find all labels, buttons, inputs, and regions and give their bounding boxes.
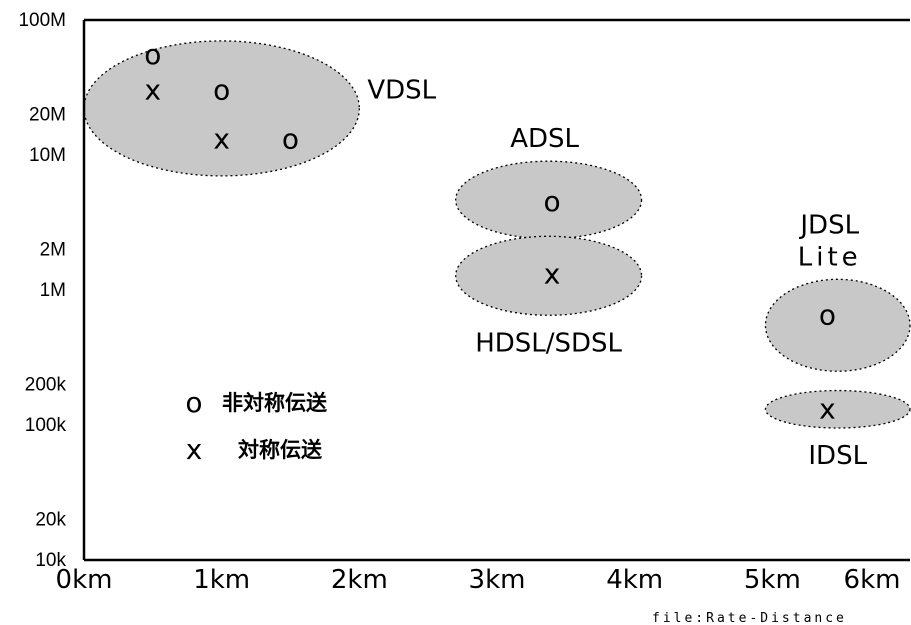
marker-o-3: o [543, 185, 560, 218]
footer-file-label: file:Rate-Distance [652, 611, 847, 625]
legend-label-0: 非対称伝送 [222, 391, 328, 415]
axes [82, 18, 910, 562]
region-label-idsl: IDSL [808, 441, 867, 471]
marker-x-0: x [145, 74, 162, 107]
y-tick-100m: 100M [18, 10, 66, 31]
region-label-jdsl: JDSL [798, 210, 859, 240]
y-tick-20m: 20M [29, 104, 66, 125]
marker-o-0: o [144, 38, 161, 71]
marker-x-1: x [213, 123, 230, 156]
legend-symbol-o: o [185, 386, 202, 419]
legend: o 非対称伝送 x 対称伝送 [185, 386, 328, 466]
x-tick-5km: 5km [744, 565, 801, 595]
marker-o-4: o [819, 298, 836, 331]
marker-x-2: x [544, 258, 561, 291]
y-tick-1m: 1M [40, 280, 66, 301]
legend-label-1: 対称伝送 [238, 438, 323, 462]
y-tick-10m: 10M [29, 145, 66, 166]
region-adsl [455, 160, 643, 240]
x-tick-1km: 1km [193, 565, 250, 595]
region-ellipses [83, 40, 911, 429]
x-tick-4km: 4km [606, 565, 663, 595]
region-label-adsl: ADSL [510, 124, 579, 154]
x-tick-labels: 0km 1km 2km 3km 4km 5km 6km [56, 565, 901, 595]
region-idsl [764, 389, 911, 429]
region-label-hdsl-sdsl: HDSL/SDSL [475, 328, 622, 358]
y-tick-2m: 2M [40, 239, 66, 260]
x-tick-6km: 6km [844, 565, 901, 595]
marker-x-3: x [819, 393, 836, 426]
region-label-vdsl: VDSL [367, 75, 436, 105]
x-tick-0km: 0km [56, 565, 113, 595]
y-tick-10k: 10k [35, 550, 66, 571]
region-jdsl-lite [764, 278, 911, 372]
region-label-lite: Lite [798, 242, 862, 272]
y-tick-200k: 200k [25, 374, 67, 395]
y-tick-labels: 100M 20M 10M 2M 1M 200k 100k 20k 10k [18, 10, 66, 571]
region-hdsl-sdsl [455, 235, 643, 316]
x-tick-2km: 2km [331, 565, 388, 595]
x-tick-3km: 3km [469, 565, 526, 595]
region-vdsl [83, 40, 360, 177]
legend-symbol-x: x [186, 433, 203, 466]
y-tick-20k: 20k [35, 509, 66, 530]
y-tick-100k: 100k [25, 415, 67, 436]
marker-o-2: o [282, 123, 299, 156]
marker-o-1: o [213, 74, 230, 107]
